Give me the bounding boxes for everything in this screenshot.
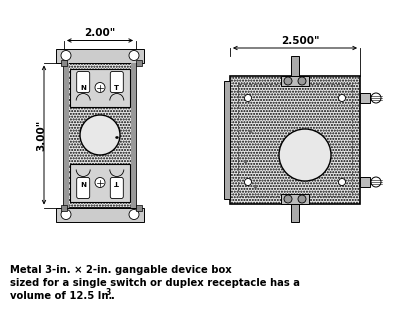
Bar [56,49,144,63]
Text: Metal 3-in. × 2-in. gangable device box: Metal 3-in. × 2-in. gangable device box [10,265,232,275]
Bar [281,76,309,86]
Circle shape [298,77,306,85]
Circle shape [95,177,105,187]
Bar [281,194,309,204]
Text: 2.500": 2.500" [281,36,319,46]
Text: .: . [111,291,115,301]
Text: N: N [80,179,86,186]
Bar [70,163,130,202]
Text: 2.00": 2.00" [84,28,116,38]
Bar [136,59,142,65]
Circle shape [80,115,120,155]
Circle shape [371,177,381,187]
Circle shape [244,95,251,101]
Bar [360,177,370,187]
Circle shape [129,209,139,219]
Bar [136,204,142,211]
FancyBboxPatch shape [77,177,90,198]
Text: volume of 12.5 In.: volume of 12.5 In. [10,291,112,301]
Text: sized for a single switch or duplex receptacle has a: sized for a single switch or duplex rece… [10,278,300,288]
FancyBboxPatch shape [77,71,90,93]
Bar [224,81,230,199]
Bar [64,63,136,208]
Circle shape [284,195,292,203]
Bar [131,63,136,208]
Text: T: T [114,179,119,186]
Circle shape [61,50,71,60]
FancyBboxPatch shape [110,177,123,198]
FancyBboxPatch shape [110,71,123,93]
Text: N: N [80,85,86,90]
Bar [238,84,352,196]
Circle shape [279,129,331,181]
Text: 3: 3 [106,288,111,297]
Circle shape [339,178,345,186]
Text: 3.00": 3.00" [36,119,46,151]
Bar [360,93,370,103]
Circle shape [244,178,251,186]
Bar [56,208,144,222]
Circle shape [129,50,139,60]
Circle shape [298,195,306,203]
Bar [70,69,130,106]
Circle shape [339,95,345,101]
Circle shape [95,83,105,93]
Bar [230,76,360,204]
Bar [61,204,67,211]
Bar [291,56,299,76]
Text: T: T [114,85,119,90]
Circle shape [284,77,292,85]
Bar [291,204,299,222]
Circle shape [61,209,71,219]
Bar [64,63,69,208]
Circle shape [371,93,381,103]
Bar [61,59,67,65]
